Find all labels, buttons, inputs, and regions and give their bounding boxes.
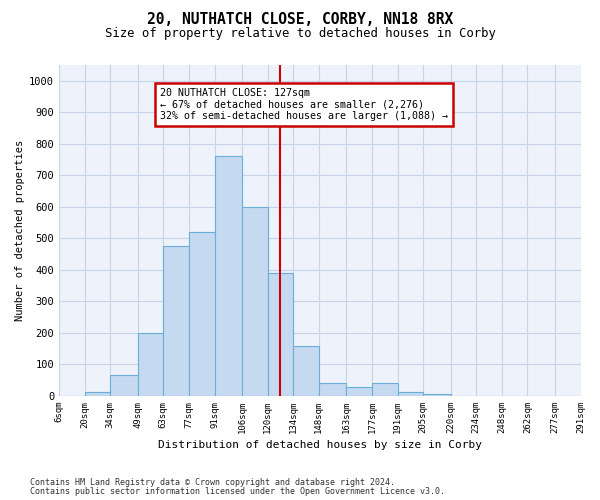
- Bar: [319, 384, 346, 396]
- Y-axis label: Number of detached properties: Number of detached properties: [15, 140, 25, 321]
- Bar: [293, 346, 319, 396]
- Bar: [163, 246, 189, 396]
- Bar: [189, 232, 215, 396]
- Bar: [398, 392, 423, 396]
- Text: Contains HM Land Registry data © Crown copyright and database right 2024.: Contains HM Land Registry data © Crown c…: [30, 478, 395, 487]
- Text: 20 NUTHATCH CLOSE: 127sqm
← 67% of detached houses are smaller (2,276)
32% of se: 20 NUTHATCH CLOSE: 127sqm ← 67% of detac…: [160, 88, 448, 122]
- Bar: [346, 388, 372, 396]
- Bar: [423, 394, 451, 396]
- Text: Contains public sector information licensed under the Open Government Licence v3: Contains public sector information licen…: [30, 486, 445, 496]
- Bar: [215, 156, 242, 396]
- Bar: [372, 384, 398, 396]
- Text: 20, NUTHATCH CLOSE, CORBY, NN18 8RX: 20, NUTHATCH CLOSE, CORBY, NN18 8RX: [147, 12, 453, 28]
- Bar: [138, 333, 163, 396]
- Bar: [110, 376, 138, 396]
- X-axis label: Distribution of detached houses by size in Corby: Distribution of detached houses by size …: [158, 440, 482, 450]
- Text: Size of property relative to detached houses in Corby: Size of property relative to detached ho…: [104, 28, 496, 40]
- Bar: [268, 273, 293, 396]
- Bar: [85, 392, 110, 396]
- Bar: [242, 207, 268, 396]
